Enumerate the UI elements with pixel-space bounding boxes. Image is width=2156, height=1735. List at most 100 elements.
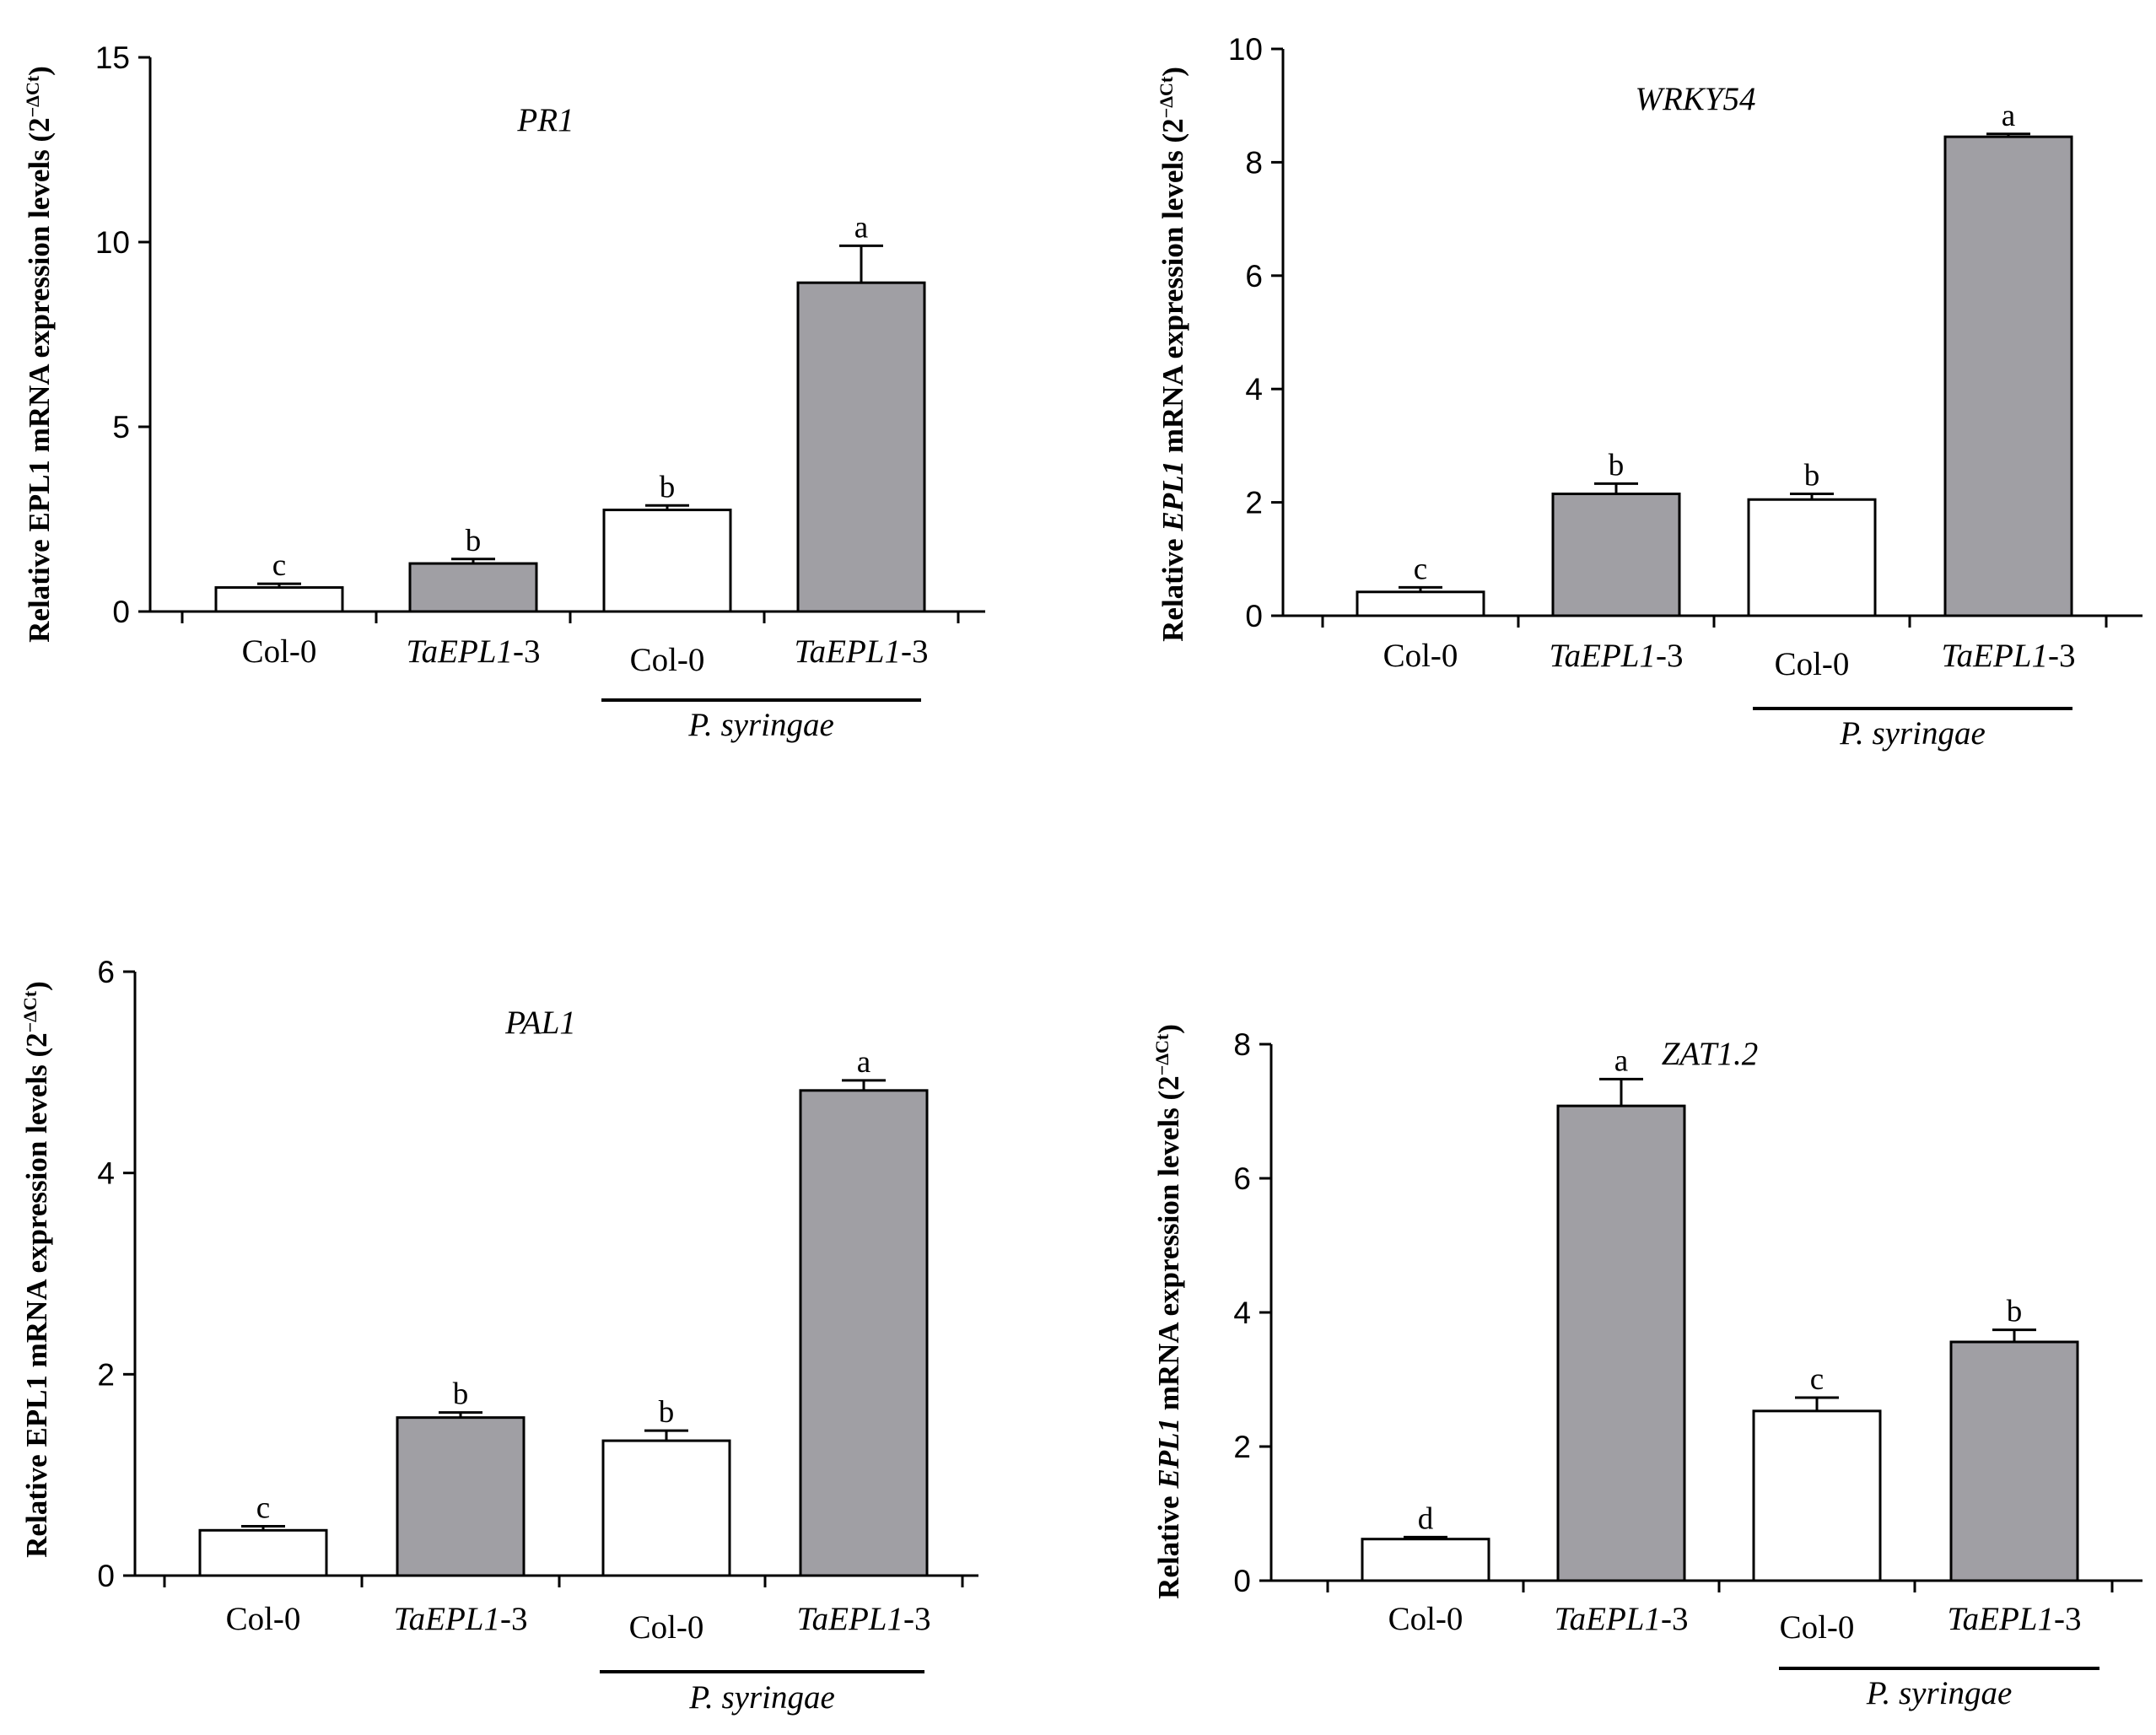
y-tick-label: 10 <box>95 225 130 260</box>
y-tick-label: 6 <box>97 955 115 989</box>
y-axis-label-gene: EPL1 <box>1152 1418 1185 1490</box>
category-label-italic: TaEPL1 <box>1942 638 2048 674</box>
category-label-italic: TaEPL1 <box>1948 1601 2054 1637</box>
category-label-plain: Col-0 <box>1775 646 1850 682</box>
chart-panel-pal1: 0246cCol-0bTaEPL1-3bCol-0aTaEPL1-3PAL1Re… <box>19 955 978 1716</box>
category-label-plain: -3 <box>513 633 541 670</box>
x-category-label: TaEPL1-3 <box>1550 638 1684 674</box>
chart-panel-pr1: 051015cCol-0bTaEPL1-3bCol-0aTaEPL1-3PR1R… <box>22 40 985 743</box>
y-axis-label-part: ) <box>1156 67 1189 77</box>
significance-label: d <box>1418 1501 1434 1536</box>
y-axis-label-exponent: −ΔCt <box>1151 1033 1172 1075</box>
x-category-label: Col-0 <box>1383 638 1458 674</box>
x-category-label: Col-0 <box>630 642 705 678</box>
bar <box>1356 590 1485 617</box>
chart-title: PAL1 <box>504 1005 576 1041</box>
x-category-label: Col-0 <box>1388 1601 1463 1637</box>
significance-label: a <box>857 1045 870 1080</box>
y-tick-label: 2 <box>97 1357 115 1392</box>
category-label-plain: Col-0 <box>242 633 317 670</box>
x-category-label: Col-0 <box>1775 646 1850 682</box>
y-axis-label-part: ) <box>1152 1024 1185 1034</box>
category-label-plain: -3 <box>1656 638 1684 674</box>
category-label-plain: -3 <box>2054 1601 2082 1637</box>
treatment-label: P. syringae <box>688 1679 835 1716</box>
category-label-plain: -3 <box>903 1601 931 1637</box>
category-label-plain: Col-0 <box>1388 1601 1463 1637</box>
x-category-label: TaEPL1-3 <box>1555 1601 1689 1637</box>
significance-label: c <box>272 548 286 583</box>
category-label-plain: Col-0 <box>1383 638 1458 674</box>
significance-label: a <box>1614 1043 1628 1078</box>
y-tick-label: 0 <box>1245 599 1263 633</box>
bar <box>214 586 344 613</box>
category-label-plain: Col-0 <box>226 1601 301 1637</box>
y-tick-label: 0 <box>112 595 130 629</box>
y-axis-label-part: Relative EPL1 mRNA expression levels (2 <box>20 1032 53 1557</box>
significance-label: b <box>659 1395 675 1430</box>
bar <box>1949 1340 2079 1582</box>
category-label-plain: Col-0 <box>629 1609 704 1646</box>
y-tick-label: 8 <box>1233 1027 1251 1062</box>
significance-label: b <box>660 470 676 504</box>
category-label-plain: -3 <box>500 1601 528 1637</box>
bar <box>408 562 538 613</box>
y-tick-label: 2 <box>1245 486 1263 520</box>
y-axis-label: Relative EPL1 mRNA expression levels (2−… <box>1151 1024 1186 1599</box>
x-category-label: TaEPL1-3 <box>407 633 541 670</box>
significance-label: b <box>1804 459 1820 493</box>
treatment-label: P. syringae <box>687 707 834 743</box>
chart-panel-zat1-2: 02468dCol-0aTaEPL1-3cCol-0bTaEPL1-3ZAT1.… <box>1151 1024 2143 1711</box>
bar <box>1556 1104 1686 1582</box>
x-category-label: TaEPL1-3 <box>795 633 929 670</box>
y-axis-label-exponent: −ΔCt <box>19 990 40 1032</box>
bar <box>601 1439 731 1577</box>
y-axis-label-exponent: −ΔCt <box>1156 76 1177 118</box>
bar <box>1361 1538 1490 1582</box>
category-label-plain: Col-0 <box>630 642 705 678</box>
treatment-label: P. syringae <box>1839 715 1986 752</box>
x-category-label: Col-0 <box>226 1601 301 1637</box>
significance-label: c <box>256 1491 270 1526</box>
x-category-label: TaEPL1-3 <box>797 1601 931 1637</box>
bar <box>1747 498 1877 617</box>
y-tick-label: 6 <box>1233 1161 1251 1196</box>
bar <box>796 281 926 613</box>
y-tick-label: 4 <box>1233 1296 1251 1330</box>
category-label-italic: TaEPL1 <box>394 1601 500 1637</box>
y-axis-label-part: ) <box>23 66 56 76</box>
y-tick-label: 5 <box>112 410 130 445</box>
category-label-plain: -3 <box>901 633 929 670</box>
bar <box>396 1416 526 1577</box>
significance-label: b <box>453 1377 469 1412</box>
category-label-italic: TaEPL1 <box>1550 638 1656 674</box>
chart-title: ZAT1.2 <box>1662 1036 1759 1072</box>
category-label-italic: TaEPL1 <box>795 633 901 670</box>
y-axis-label-exponent: −ΔCt <box>22 75 43 117</box>
category-label-italic: TaEPL1 <box>1555 1601 1661 1637</box>
y-tick-label: 10 <box>1228 32 1263 67</box>
chart-title: PR1 <box>516 102 574 138</box>
x-category-label: Col-0 <box>242 633 317 670</box>
y-axis-label: Relative EPL1 mRNA expression levels (2−… <box>19 981 54 1558</box>
chart-title: WRKY54 <box>1635 81 1755 117</box>
y-axis-label-part: mRNA expression levels (2 <box>1152 1075 1185 1418</box>
y-axis-label-gene: EPL1 <box>1156 461 1189 532</box>
y-axis-label-part: mRNA expression levels (2 <box>1156 118 1189 461</box>
y-tick-label: 6 <box>1245 259 1263 294</box>
x-category-label: TaEPL1-3 <box>1942 638 2076 674</box>
significance-label: b <box>2007 1295 2023 1329</box>
bar <box>1943 135 2073 617</box>
bar <box>799 1089 929 1577</box>
y-tick-label: 15 <box>95 40 130 75</box>
y-tick-label: 0 <box>1233 1564 1251 1598</box>
y-axis-label-part: Relative <box>1156 531 1189 642</box>
bar <box>1551 493 1681 617</box>
x-category-label: Col-0 <box>1780 1609 1855 1646</box>
y-tick-label: 2 <box>1233 1430 1251 1464</box>
y-tick-label: 8 <box>1245 145 1263 180</box>
y-tick-label: 4 <box>1245 372 1263 407</box>
significance-label: a <box>854 210 868 245</box>
y-axis-label-part: Relative <box>1152 1489 1185 1599</box>
